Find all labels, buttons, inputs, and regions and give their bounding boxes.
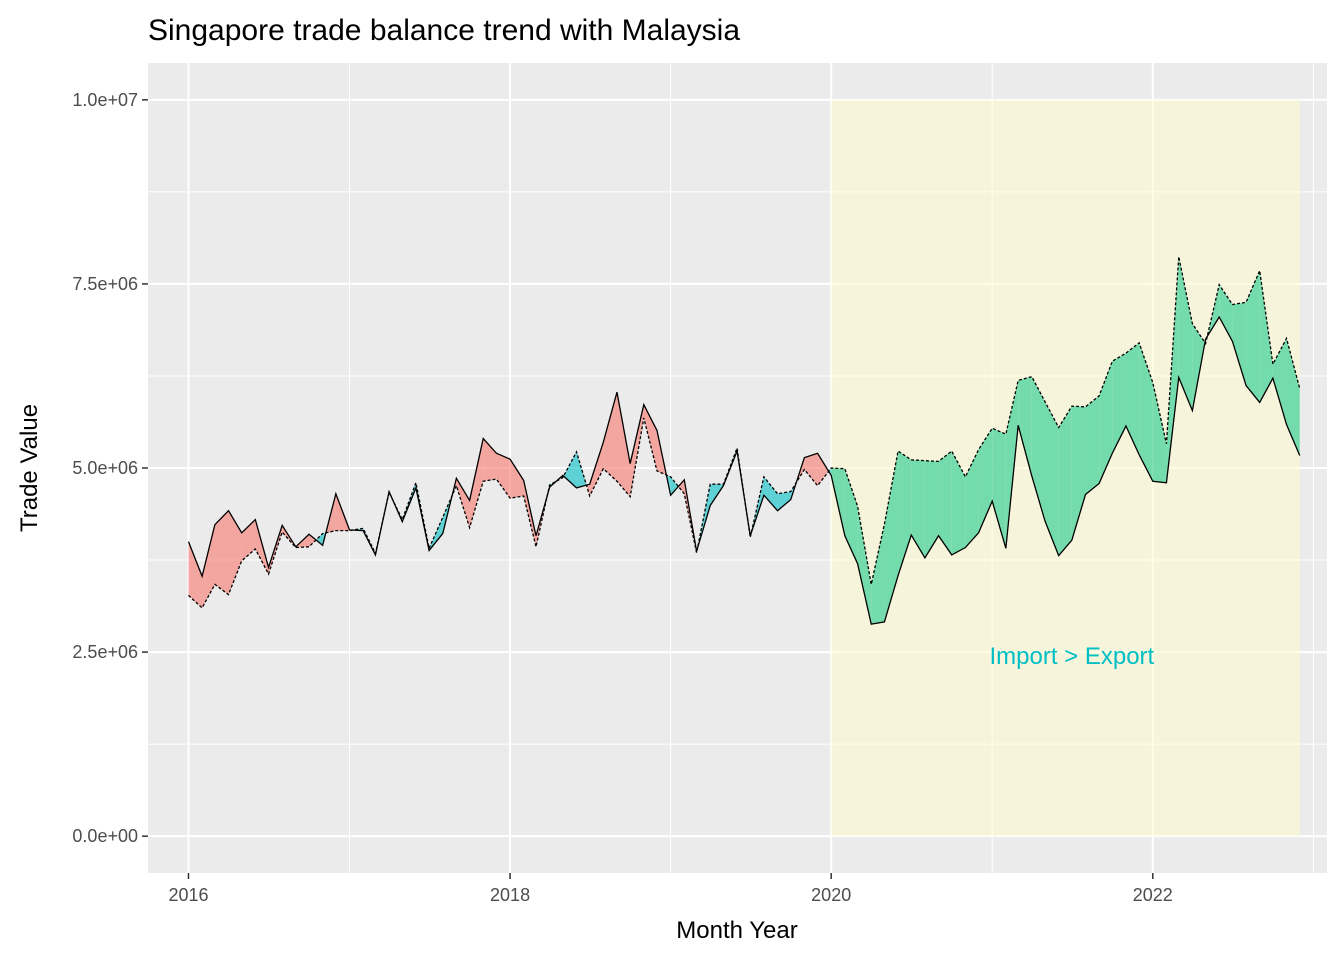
ribbon-segment <box>469 438 484 528</box>
ribbon-segment <box>188 541 203 608</box>
x-tick-label: 2020 <box>811 885 851 905</box>
y-tick-label: 5.0e+06 <box>72 458 138 478</box>
ribbon-segment <box>1192 323 1205 411</box>
series-line-dashed <box>188 256 1301 609</box>
y-tick-label: 2.5e+06 <box>72 642 138 662</box>
ribbon-segment <box>1099 361 1113 484</box>
ribbon-segment <box>1018 376 1032 477</box>
ribbon-segment <box>911 459 925 558</box>
ribbon-segment <box>316 533 323 546</box>
ribbon-segment <box>1232 302 1247 386</box>
ribbon-segment <box>978 428 993 533</box>
ribbon-segment <box>1219 284 1233 342</box>
y-tick-label: 1.0e+07 <box>72 90 138 110</box>
ribbon-segment <box>992 428 1006 549</box>
ribbon-segment <box>1152 382 1167 483</box>
ribbon-segment <box>857 506 872 625</box>
ribbon-segment <box>214 510 229 595</box>
ribbon-segment <box>777 491 791 511</box>
ribbon-segment <box>1286 338 1300 456</box>
ribbon-segment <box>763 476 778 511</box>
ribbon-segment <box>643 404 657 471</box>
ribbon-segment <box>817 453 829 486</box>
ribbon-segment <box>309 534 317 547</box>
x-axis-ticks: 2016 2018 2020 2022 <box>168 873 1173 905</box>
ribbon-segment <box>965 449 979 548</box>
ribbon-segment <box>1259 270 1273 403</box>
y-tick-label: 7.5e+06 <box>72 274 138 294</box>
ribbon-segment <box>1071 406 1086 541</box>
ribbon-segment <box>924 460 939 558</box>
ribbon-segment <box>589 442 604 496</box>
ribbon-segment <box>1246 270 1260 403</box>
ribbon-segment <box>1139 342 1153 482</box>
y-axis-ticks: 0.0e+00 2.5e+06 5.0e+06 7.5e+06 1.0e+07 <box>72 90 148 846</box>
ribbon-segment <box>951 451 966 555</box>
ribbon-segment <box>603 392 617 482</box>
ribbon-segment <box>844 468 858 564</box>
ribbon-segment <box>510 459 524 499</box>
trade-gap-ribbons <box>188 256 1300 625</box>
ribbon-segment <box>1112 353 1126 454</box>
ribbon-segment <box>496 453 511 499</box>
ribbon-segment <box>456 478 470 528</box>
ribbon-segment <box>1031 376 1046 522</box>
ribbon-segment <box>1178 256 1193 411</box>
y-tick-label: 0.0e+00 <box>72 826 138 846</box>
ribbon-segment <box>202 524 215 608</box>
ribbon-segment <box>1207 284 1220 337</box>
ribbon-segment <box>804 453 818 486</box>
ribbon-segment <box>884 451 899 622</box>
ribbon-segment <box>1272 338 1287 425</box>
ribbon-segment <box>616 392 631 497</box>
ribbon-segment <box>630 404 644 497</box>
x-tick-label: 2022 <box>1133 885 1173 905</box>
ribbon-segment <box>938 451 952 555</box>
ribbon-segment <box>670 476 679 496</box>
ribbon-segment <box>678 479 685 494</box>
ribbon-segment <box>536 495 548 547</box>
ribbon-segment <box>871 523 885 625</box>
x-tick-label: 2018 <box>490 885 530 905</box>
x-axis-title: Month Year <box>676 917 797 944</box>
x-tick-label: 2016 <box>168 885 208 905</box>
ribbon-segment <box>1125 342 1140 455</box>
ribbon-segment <box>1085 395 1100 495</box>
ribbon-segment <box>483 438 497 482</box>
ribbon-segment <box>1045 401 1059 556</box>
highlight-annotation: Import > Export <box>989 643 1154 670</box>
ribbon-segment <box>228 510 242 595</box>
chart-title: Singapore trade balance trend with Malay… <box>148 14 740 47</box>
ribbon-segment <box>1058 406 1072 556</box>
y-axis-title: Trade Value <box>16 404 43 532</box>
